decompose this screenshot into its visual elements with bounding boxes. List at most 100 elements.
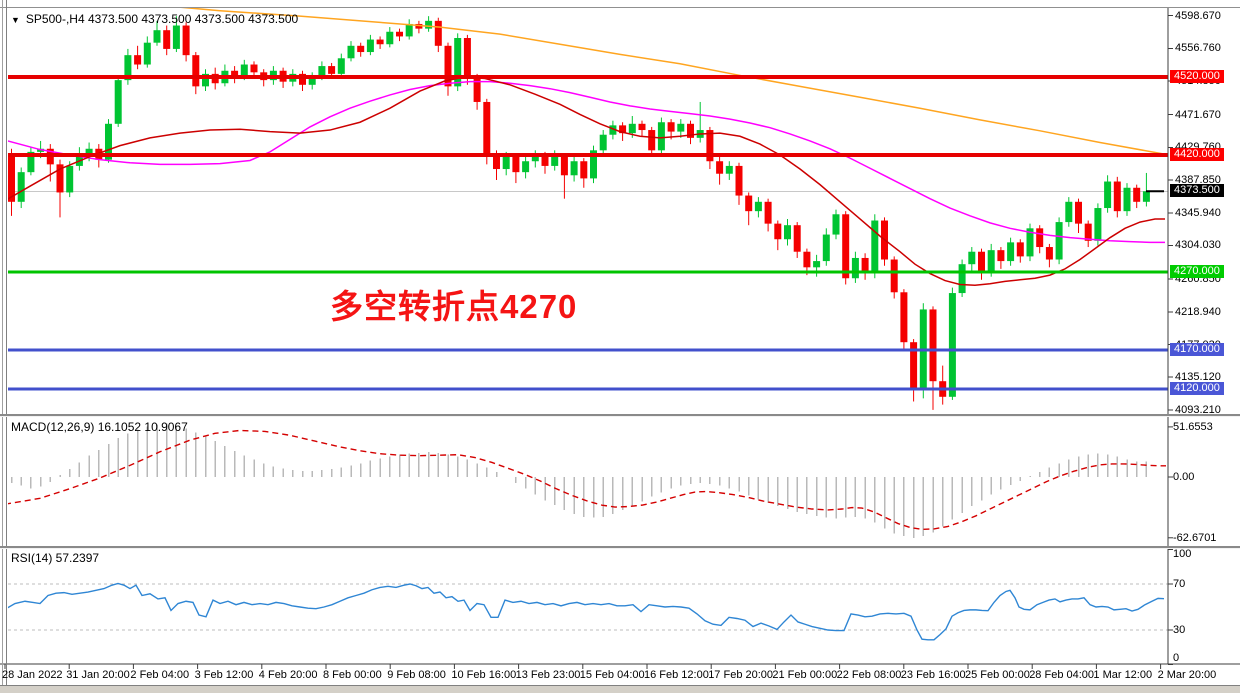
candle <box>512 153 520 184</box>
candle <box>172 16 180 53</box>
price-axis-label: 4345.940 <box>1175 206 1221 219</box>
candle <box>851 251 859 283</box>
candle <box>386 27 394 48</box>
candle <box>793 222 801 258</box>
candle <box>473 73 481 110</box>
candle <box>454 33 462 92</box>
candle <box>716 156 724 185</box>
date-label: 31 Jan 20:00 <box>66 669 130 681</box>
candle <box>832 209 840 240</box>
date-label: 8 Feb 00:00 <box>323 669 382 681</box>
candle <box>366 34 374 56</box>
candle <box>1016 239 1024 263</box>
candle <box>347 41 355 62</box>
candle <box>648 126 656 157</box>
panel-divider-rsi[interactable] <box>0 546 1240 549</box>
date-label: 4 Feb 20:00 <box>258 669 318 681</box>
candle <box>667 119 675 140</box>
candle <box>8 148 15 216</box>
macd-indicator-label: MACD(12,26,9) 16.1052 10.9067 <box>11 420 188 434</box>
date-label: 10 Feb 16:00 <box>451 669 517 681</box>
candle <box>687 120 694 145</box>
price-badge-4520.000[interactable]: 4520.000 <box>1170 70 1224 83</box>
candle <box>1045 243 1053 268</box>
candle <box>231 66 239 84</box>
rsi-indicator-label: RSI(14) 57.2397 <box>11 551 100 565</box>
window-top-border <box>0 0 1240 8</box>
macd-signal-line <box>8 429 1166 531</box>
candle <box>1036 225 1044 254</box>
candle <box>1084 220 1092 248</box>
rsi-axis-label: 0 <box>1173 652 1180 664</box>
main-price-panel <box>8 8 1168 410</box>
date-label: 25 Feb 00:00 <box>965 669 1030 681</box>
candle <box>696 101 704 143</box>
price-axis-label: 4598.670 <box>1175 9 1221 22</box>
price-axis-label: 4218.940 <box>1175 305 1221 318</box>
candle <box>764 198 772 232</box>
chart-text-annotation[interactable]: 多空转折点4270 <box>330 288 578 325</box>
candle <box>299 70 306 92</box>
candle <box>978 248 985 280</box>
candle <box>308 72 316 90</box>
candle <box>560 153 568 199</box>
candle <box>27 147 35 176</box>
date-label: 28 Jan 2022 <box>2 669 63 681</box>
price-badge-4120.000[interactable]: 4120.000 <box>1170 382 1224 395</box>
date-label: 16 Feb 12:00 <box>644 669 709 681</box>
date-label: 3 Feb 12:00 <box>194 669 254 681</box>
date-label: 28 Feb 04:00 <box>1029 669 1095 681</box>
collapse-chevron-icon[interactable]: ▼ <box>11 15 20 25</box>
candle <box>609 120 617 140</box>
date-label: 17 Feb 20:00 <box>708 669 774 681</box>
candle <box>599 130 607 155</box>
candle <box>163 25 171 56</box>
price-badge-4270.000[interactable]: 4270.000 <box>1170 265 1224 278</box>
candle <box>677 119 685 138</box>
date-label: 15 Feb 04:00 <box>579 669 645 681</box>
current-price-badge[interactable]: 4373.500 <box>1170 184 1224 198</box>
candle <box>570 155 578 182</box>
candle <box>1055 217 1063 265</box>
window-left-border-inner <box>6 0 7 685</box>
candle <box>143 36 151 68</box>
symbol-ohlc-label: SP500-,H4 4373.500 4373.500 4373.500 437… <box>25 12 299 26</box>
price-badge-4170.000[interactable]: 4170.000 <box>1170 343 1224 356</box>
candle <box>929 306 937 410</box>
candle <box>900 289 908 350</box>
candle <box>531 150 539 168</box>
candle <box>153 20 161 46</box>
candle <box>871 214 879 279</box>
candle <box>182 22 190 62</box>
panel-divider-macd[interactable] <box>0 414 1240 417</box>
candle <box>1104 175 1112 213</box>
price-axis-label: 4556.760 <box>1175 42 1221 55</box>
candle <box>1026 223 1034 262</box>
price-axis-label: 4093.210 <box>1175 403 1221 416</box>
candle <box>968 247 976 272</box>
rsi-axis-label: 70 <box>1173 578 1186 590</box>
candle <box>114 75 122 127</box>
candle <box>948 287 956 400</box>
candle <box>745 192 753 226</box>
candle <box>396 28 403 42</box>
date-label: 22 Feb 08:00 <box>836 669 902 681</box>
date-label: 21 Feb 00:00 <box>772 669 838 681</box>
price-axis-label: 4387.850 <box>1175 174 1221 187</box>
price-badge-4420.000[interactable]: 4420.000 <box>1170 148 1224 161</box>
candle <box>1133 184 1141 209</box>
macd-axis-label: 0.00 <box>1173 471 1195 483</box>
candle <box>444 42 452 96</box>
date-label: 2 Feb 04:00 <box>130 669 190 681</box>
candle <box>66 161 74 198</box>
rsi-axis-label: 100 <box>1173 548 1192 560</box>
macd-panel <box>8 423 1166 539</box>
candle <box>522 156 530 179</box>
rsi-line <box>8 582 1165 641</box>
ma-fast-red <box>8 76 1165 287</box>
candle <box>192 52 200 95</box>
candle <box>590 145 597 184</box>
price-axis-label: 4471.670 <box>1175 108 1221 121</box>
